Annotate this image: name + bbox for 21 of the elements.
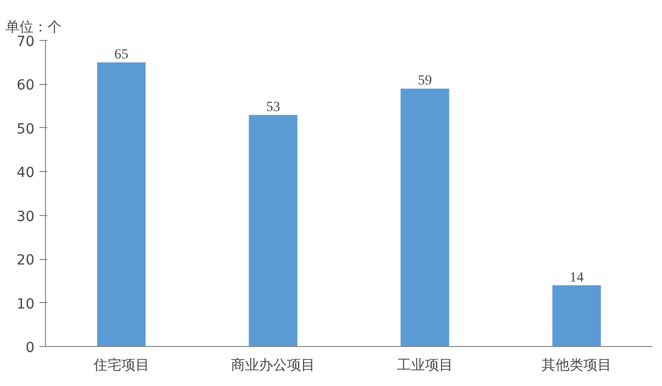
bar	[248, 114, 298, 346]
data-label: 53	[266, 100, 280, 115]
y-tick-label: 10	[16, 296, 35, 312]
y-tick-label: 0	[26, 340, 35, 356]
y-tick-label: 50	[16, 121, 35, 138]
x-tick-label: 其他类项目	[542, 358, 612, 374]
y-tick-label: 40	[16, 165, 35, 182]
data-label: 14	[570, 270, 584, 286]
y-tick-label: 30	[16, 208, 35, 225]
chart-title: 单位：个	[6, 20, 62, 36]
bar	[552, 285, 601, 346]
x-tick-label: 住宅项目	[92, 358, 150, 374]
y-tick-label: 70	[16, 34, 35, 50]
x-tick-label: 商业办公项目	[231, 358, 316, 374]
data-label: 59	[418, 74, 432, 89]
y-tick-label: 20	[16, 252, 35, 269]
data-label: 65	[114, 47, 128, 62]
bar	[400, 88, 450, 346]
x-tick-label: 工业项目	[396, 358, 453, 374]
y-tick-label: 60	[16, 78, 35, 94]
bar	[97, 62, 146, 346]
